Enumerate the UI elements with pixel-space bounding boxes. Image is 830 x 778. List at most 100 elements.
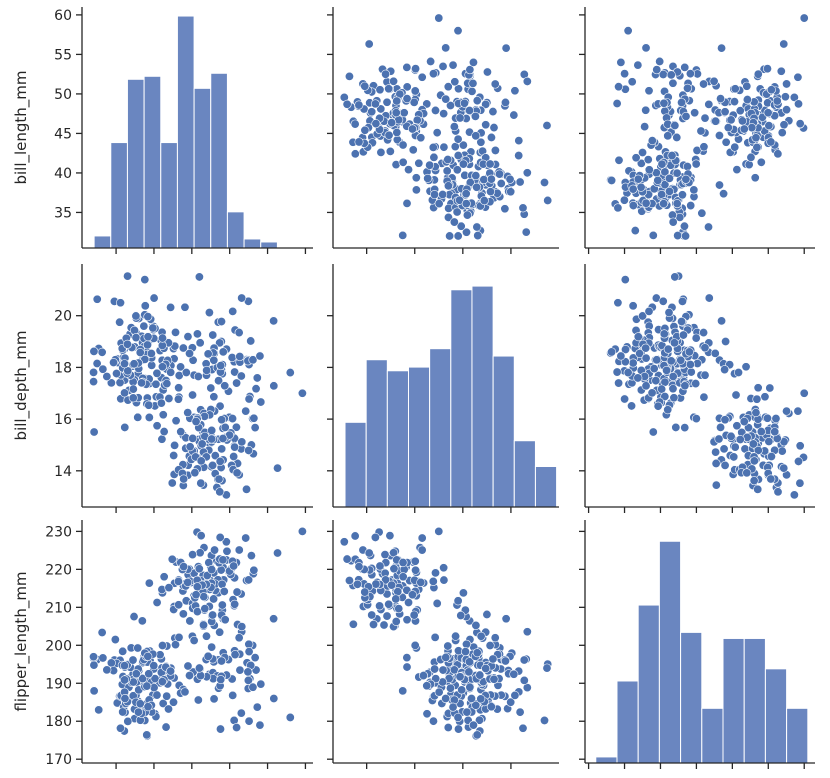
scatter-point xyxy=(152,421,162,431)
scatter-point xyxy=(749,456,759,466)
scatter-point xyxy=(369,619,379,629)
scatter-point xyxy=(244,716,254,726)
scatter-point xyxy=(197,439,207,449)
scatter-point xyxy=(631,153,641,163)
scatter-point xyxy=(193,372,203,382)
scatter-point xyxy=(171,327,181,337)
scatter-point xyxy=(411,173,421,183)
scatter-point xyxy=(443,154,453,164)
histogram-bar xyxy=(407,366,431,508)
scatter-point xyxy=(227,353,237,363)
scatter-point xyxy=(188,433,198,443)
scatter-point xyxy=(143,702,153,712)
scatter-point xyxy=(167,478,177,488)
scatter-point xyxy=(636,158,646,168)
scatter-point xyxy=(485,159,495,169)
histogram-bar xyxy=(226,211,245,249)
scatter-point xyxy=(455,672,465,682)
scatter-point xyxy=(402,615,412,625)
scatter-point xyxy=(730,84,740,94)
y-axis-label: bill_depth_mm xyxy=(12,331,31,441)
scatter-point xyxy=(638,148,648,158)
scatter-point xyxy=(344,71,354,81)
scatter-point xyxy=(746,152,756,162)
scatter-point xyxy=(243,667,253,677)
scatter-point xyxy=(164,704,174,714)
scatter-point xyxy=(190,468,200,478)
scatter-point xyxy=(428,142,438,152)
scatter-point xyxy=(92,294,102,304)
scatter-point xyxy=(612,367,622,377)
scatter-point xyxy=(371,119,381,129)
scatter-point xyxy=(209,392,219,402)
scatter-point xyxy=(140,301,150,311)
scatter-point xyxy=(92,358,102,368)
scatter-point xyxy=(382,97,392,107)
scatter-point xyxy=(628,201,638,211)
scatter-point xyxy=(122,339,132,349)
scatter-point xyxy=(699,79,709,89)
scatter-point xyxy=(97,628,107,638)
scatter-point xyxy=(641,198,651,208)
scatter-point xyxy=(699,328,709,338)
panel-bill_depth_mm-vs-flipper_length_mm xyxy=(579,264,815,513)
scatter-point xyxy=(613,203,623,213)
scatter-point xyxy=(164,394,174,404)
scatter-point xyxy=(402,653,412,663)
scatter-point xyxy=(720,107,730,117)
scatter-point xyxy=(156,398,166,408)
scatter-point xyxy=(448,60,458,70)
scatter-point xyxy=(452,207,462,217)
scatter-point xyxy=(542,663,552,673)
scatter-point xyxy=(216,361,226,371)
scatter-point xyxy=(620,275,630,285)
scatter-point xyxy=(461,189,471,199)
scatter-point xyxy=(89,367,99,377)
scatter-point xyxy=(450,77,460,87)
scatter-point xyxy=(137,616,147,626)
scatter-point xyxy=(482,609,492,619)
scatter-point xyxy=(169,450,179,460)
scatter-point xyxy=(118,707,128,717)
scatter-point xyxy=(653,401,663,411)
scatter-point xyxy=(682,162,692,172)
scatter-point xyxy=(202,365,212,375)
y-axis-label: flipper_length_mm xyxy=(12,571,31,711)
scatter-point xyxy=(123,271,133,281)
scatter-point xyxy=(429,152,439,162)
scatter-point xyxy=(751,408,761,418)
scatter-point xyxy=(269,316,279,326)
scatter-point xyxy=(339,537,349,547)
scatter-point xyxy=(750,173,760,183)
y-axis-label: bill_length_mm xyxy=(12,70,31,184)
scatter-point xyxy=(143,651,153,661)
y-tick-label: 45 xyxy=(54,126,72,142)
scatter-point xyxy=(726,431,736,441)
scatter-point xyxy=(667,151,677,161)
scatter-point xyxy=(777,128,787,138)
scatter-point xyxy=(729,452,739,462)
scatter-point xyxy=(380,550,390,560)
scatter-point xyxy=(229,561,239,571)
scatter-point xyxy=(217,444,227,454)
scatter-point xyxy=(140,275,150,285)
scatter-point xyxy=(467,86,477,96)
histogram-bar xyxy=(193,87,212,249)
scatter-point xyxy=(228,414,238,424)
scatter-point xyxy=(766,137,776,147)
scatter-point xyxy=(647,136,657,146)
scatter-point xyxy=(185,442,195,452)
scatter-point xyxy=(228,306,238,316)
scatter-point xyxy=(732,165,742,175)
scatter-point xyxy=(709,76,719,86)
scatter-point xyxy=(120,693,130,703)
scatter-point xyxy=(439,109,449,119)
scatter-point xyxy=(128,393,138,403)
scatter-point xyxy=(721,137,731,147)
scatter-point xyxy=(461,227,471,237)
scatter-point xyxy=(215,532,225,542)
scatter-point xyxy=(370,99,380,109)
scatter-point xyxy=(777,446,787,456)
scatter-point xyxy=(384,599,394,609)
scatter-point xyxy=(697,208,707,218)
